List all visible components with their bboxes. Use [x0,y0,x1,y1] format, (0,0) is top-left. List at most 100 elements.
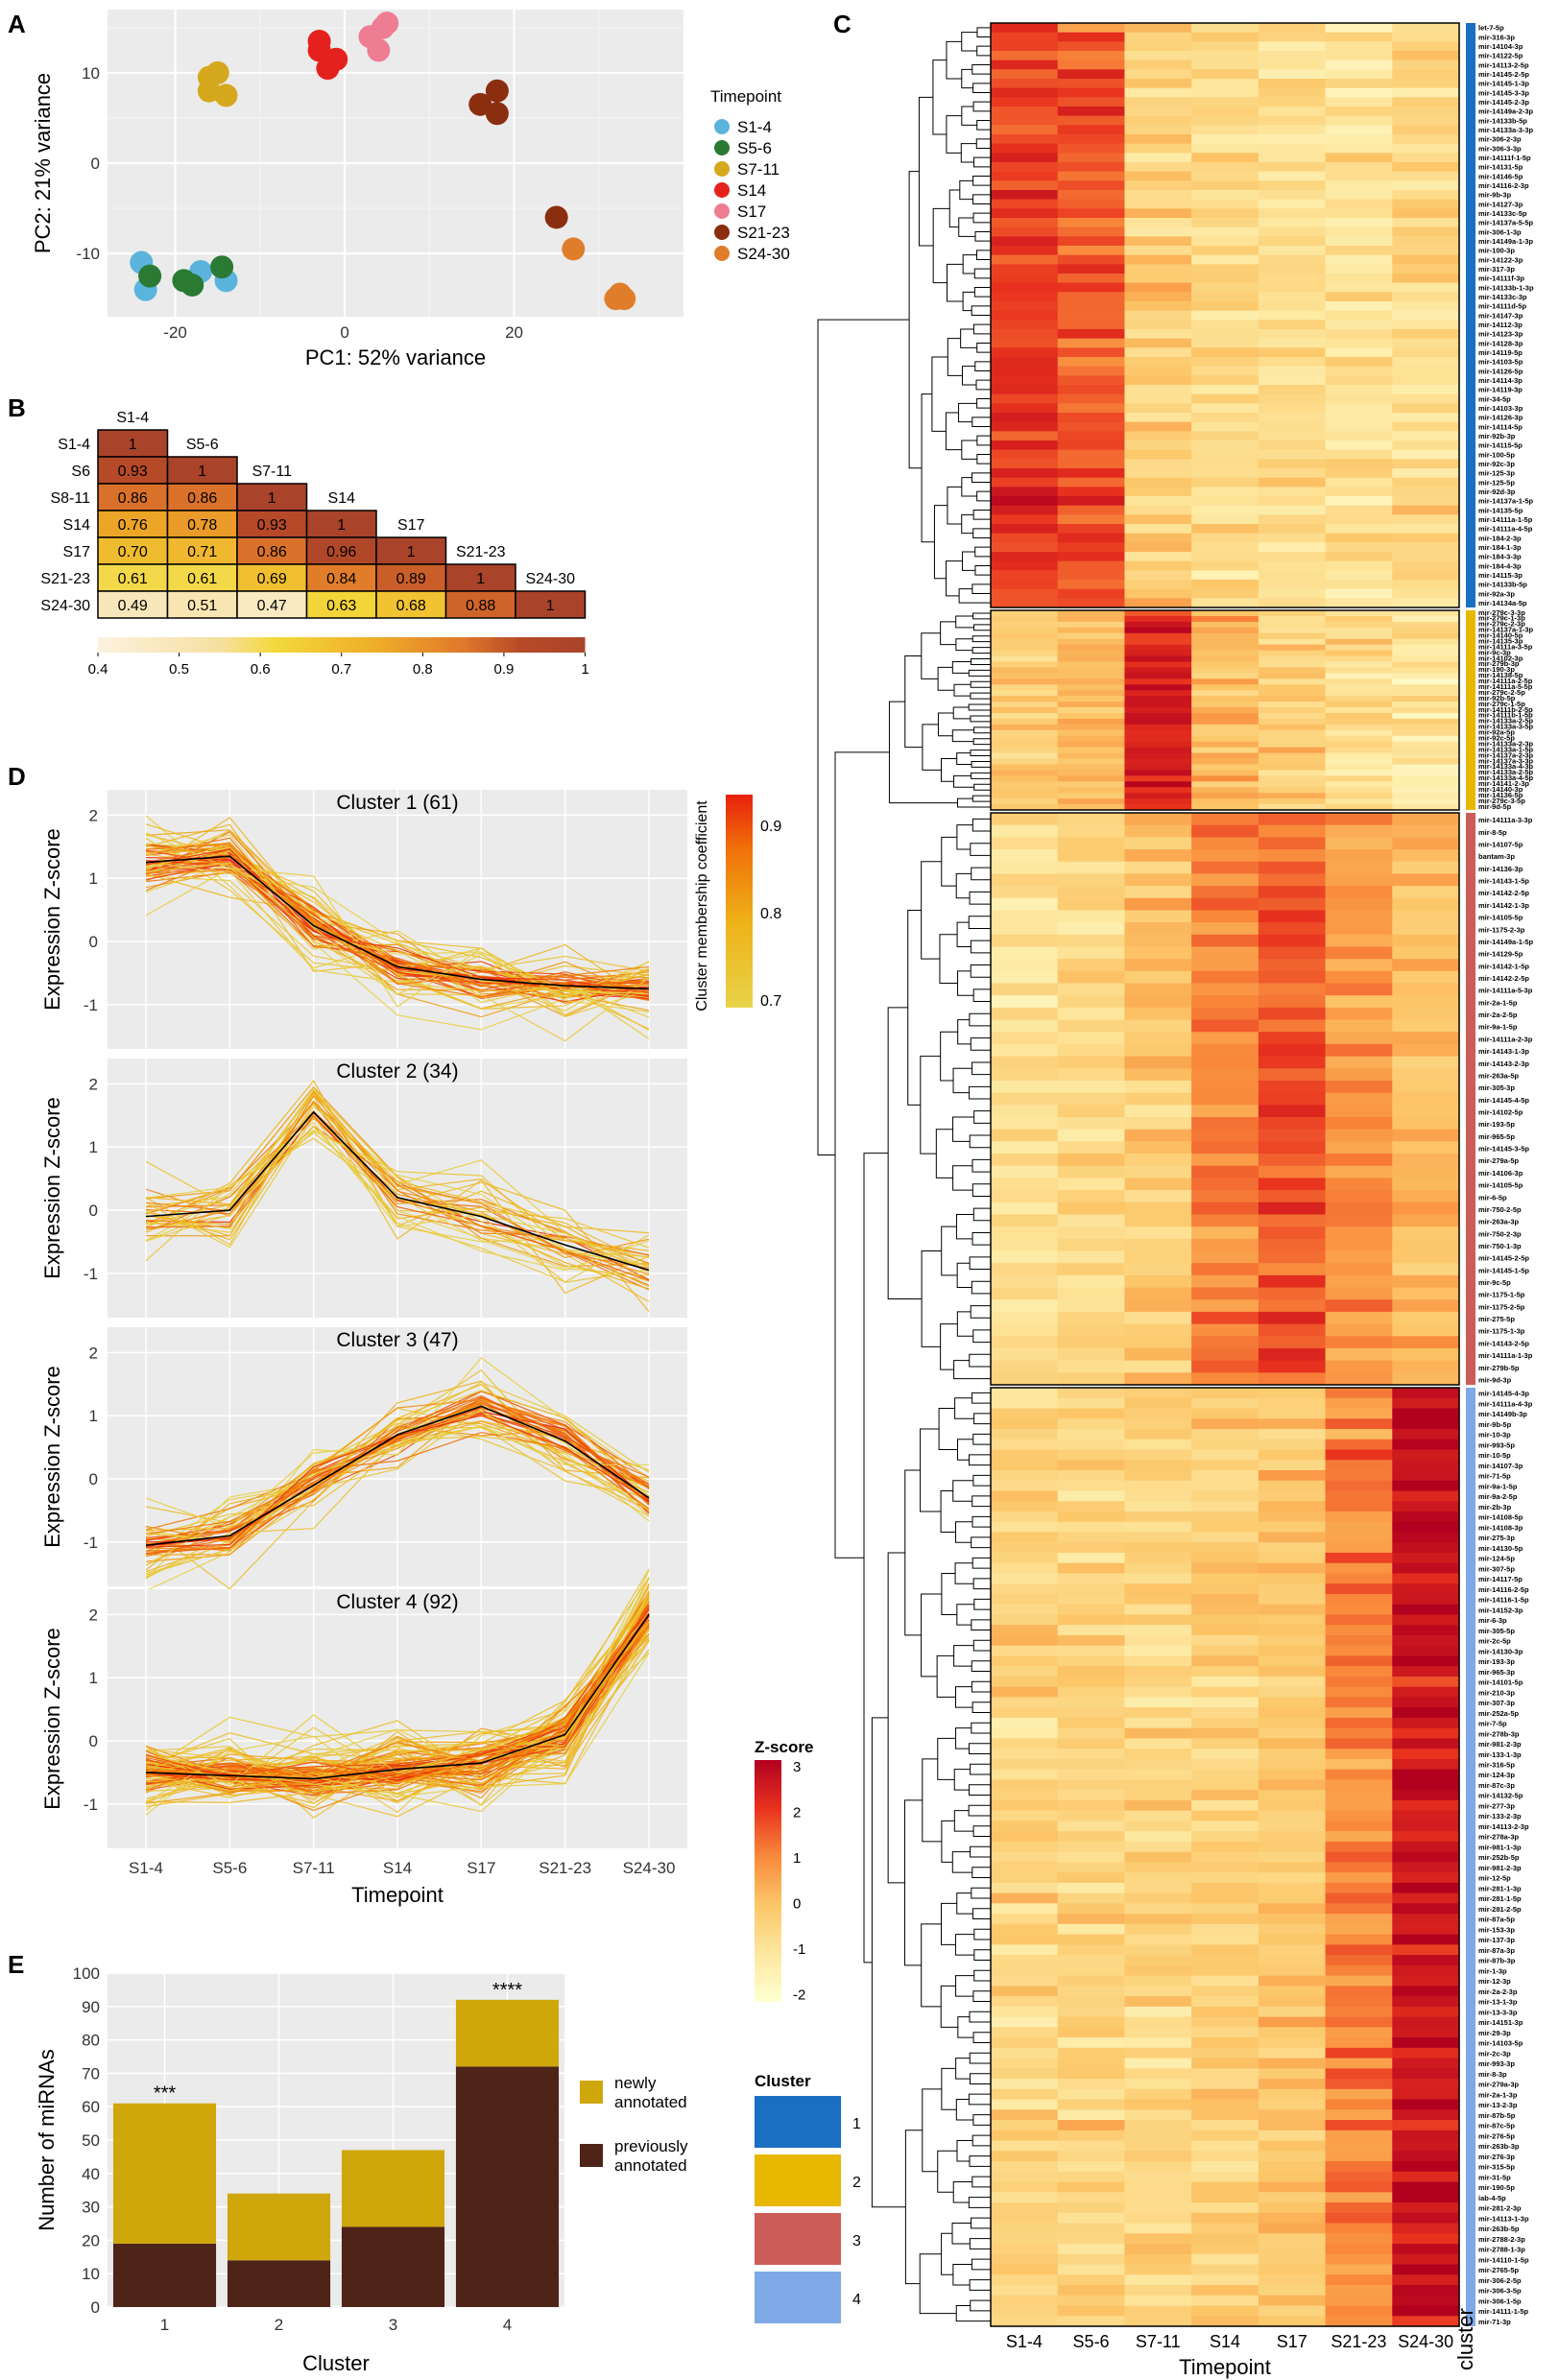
mirna-label: mir-100-5p [1478,450,1515,459]
significance-marker: **** [492,1980,522,2001]
heatmap-cell [1325,741,1393,749]
heatmap-cell [1057,1323,1126,1337]
heatmap-cell [1258,385,1327,395]
dendrogram-branch [970,750,991,757]
heatmap-cell [1325,873,1393,887]
heatmap-cell [1258,1250,1327,1264]
member-line [145,1425,650,1537]
heatmap-cell [1057,1542,1126,1554]
mirna-label: mir-92c-3p [1478,460,1515,468]
heatmap-cell [991,310,1059,321]
heatmap-cell [1124,134,1192,145]
heatmap-cell [991,1372,1059,1386]
heatmap-cell [1191,1676,1259,1688]
member-line [145,1621,650,1784]
mirna-label: mir-190-5p [1478,2183,1515,2192]
dendrogram-branch [973,156,991,168]
mirna-label: mir-14106-3p [1478,1169,1523,1178]
mirna-label: mir-87c-3p [1478,1781,1515,1790]
heatmap-cell [991,1202,1059,1216]
heatmap-cell [1392,1068,1460,1082]
heatmap-cell [1191,246,1259,256]
heatmap-cell [991,1831,1059,1843]
x-tick-label: 20 [505,323,523,342]
heatmap-cell [1325,2192,1393,2203]
mirna-label: mir-252a-5p [1478,1709,1520,1718]
heatmap-cell [1191,301,1259,312]
legend-label: S5-6 [737,139,772,157]
member-line [145,1619,650,1782]
mirna-label: mir-71-5p [1478,1472,1511,1481]
heatmap-cell [1392,1043,1460,1058]
mirna-label: mir-14133b-5p [1478,116,1527,125]
heatmap-cell [991,995,1059,1009]
heatmap-cell [1124,1923,1192,1936]
heatmap-cell [991,1707,1059,1719]
bar-segment [227,2193,331,2261]
heatmap-cell [1258,1238,1327,1252]
heatmap-cell [1191,610,1259,617]
heatmap-cell [1392,632,1460,640]
heatmap-cell [1124,226,1192,237]
heatmap-cell [1392,125,1460,135]
heatmap-cell [1392,1666,1460,1678]
dendrogram-branch [971,647,991,654]
heatmap-cell [1057,171,1126,181]
heatmap-cell [1124,621,1192,629]
heatmap-cell [1057,696,1126,702]
heatmap-cell [991,2037,1059,2049]
heatmap-cell [1258,134,1327,145]
heatmap-cell [1057,226,1126,237]
heatmap-cell [1325,1323,1393,1337]
member-line [145,1622,650,1788]
heatmap-cell [1124,1717,1192,1729]
heatmap-cell [1258,1043,1327,1058]
heatmap-cell [1124,1449,1192,1461]
heatmap-cell [1057,770,1126,776]
mirna-label: mir-8-3p [1478,2070,1507,2079]
correlation-value: 0.96 [326,544,356,560]
heatmap-cell [991,87,1059,98]
heatmap-cell [1191,1749,1259,1760]
mirna-label: mir-14145-4-3p [1478,1390,1529,1398]
heatmap-cell [1392,1758,1460,1771]
mirna-label: mir-263b-3p [1478,2142,1520,2151]
heatmap-cell [1258,514,1327,525]
heatmap-cell [1258,1388,1327,1399]
heatmap-cell [1057,375,1126,386]
heatmap-cell [1191,1727,1259,1740]
heatmap-cell [991,2244,1059,2255]
cluster-legend-label: 3 [852,2233,861,2249]
y-axis-label: PC2: 21% variance [31,73,55,253]
heatmap-cell [991,1986,1059,1997]
heatmap-cell [1191,1311,1259,1325]
heatmap-cell [1392,1501,1460,1512]
heatmap-cell [1392,580,1460,590]
heatmap-cell [1258,684,1327,691]
heatmap-cell [1325,667,1393,674]
heatmap-cell [1325,1841,1393,1853]
heatmap-cell [1124,588,1192,599]
dendrogram-branch [970,1037,991,1051]
heatmap-cell [1057,1032,1126,1045]
member-line [145,1601,650,1808]
dendrogram-branch [945,412,962,451]
dendrogram-branch [969,891,991,905]
mirna-label: mir-305-5p [1478,1627,1515,1635]
dendrogram-branch [947,263,964,302]
heatmap-cell [1392,87,1460,98]
heatmap-cell [1191,1263,1259,1276]
mirna-label: mir-14111a-1-3p [1478,1351,1533,1360]
heatmap-cell [1392,747,1460,754]
heatmap-cell [1258,598,1327,608]
dendrogram-branch [971,1280,991,1295]
dendrogram-branch [962,291,975,312]
heatmap-cell [1258,357,1327,368]
heatmap-cell [1392,1903,1460,1915]
heatmap-cell [1057,690,1126,697]
member-line [145,1570,650,1813]
heatmap-cell [1124,274,1192,284]
heatmap-cell [1124,1056,1192,1069]
mirna-label: mir-92b-5p [1478,694,1516,702]
heatmap-cell [1258,2212,1327,2225]
